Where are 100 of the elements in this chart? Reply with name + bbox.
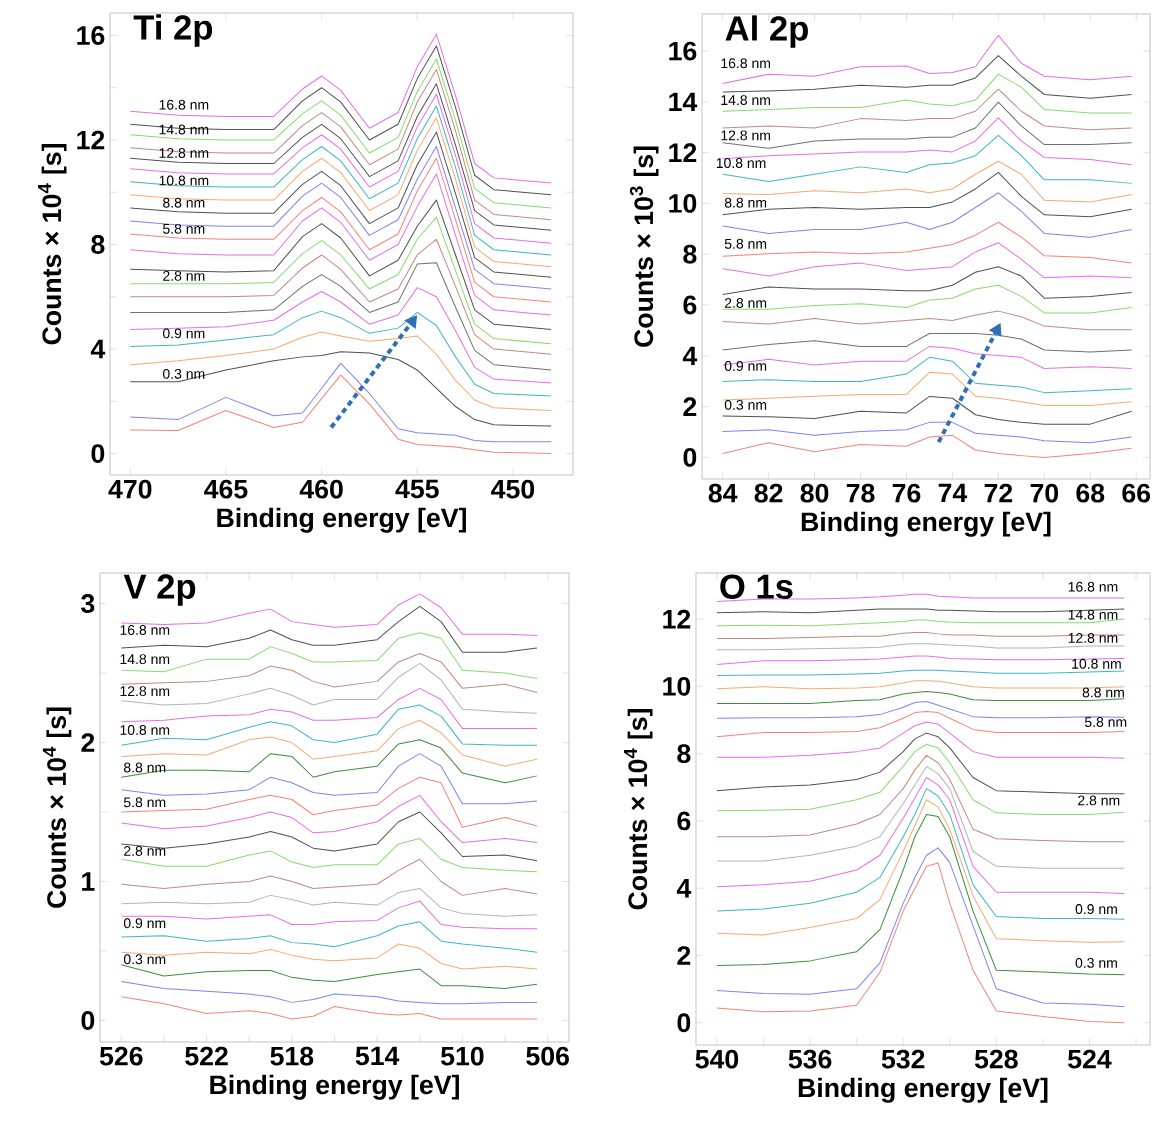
x-tick-label: 66 — [1122, 483, 1151, 503]
x-tick-label: 78 — [846, 483, 875, 503]
annotation: 0.3 nm — [724, 399, 767, 410]
x-tick-label: 522 — [185, 1046, 228, 1066]
x-tick-label: 72 — [984, 483, 1013, 503]
x-tick-label: 540 — [695, 1049, 739, 1069]
annotation: 0.3 nm — [123, 954, 166, 965]
annotation: 0.9 nm — [724, 361, 767, 371]
annotation: 2.8 nm — [124, 845, 166, 856]
annotation: 8.8 nm — [1082, 687, 1124, 698]
line-series — [716, 862, 1125, 1024]
line-series — [722, 310, 1133, 331]
y-tick-label: 8 — [683, 244, 697, 264]
annotation: 0.9 nm — [162, 328, 205, 339]
y-tick-label: 6 — [677, 811, 691, 831]
line-series — [716, 814, 1125, 976]
line-series — [120, 858, 538, 896]
line-series — [129, 199, 552, 330]
line-series — [120, 739, 538, 784]
line-series — [129, 146, 552, 290]
y-tick-label: 8 — [677, 744, 691, 764]
annotation: 12.8 nm — [120, 686, 170, 697]
x-tick-label: 536 — [788, 1049, 832, 1069]
x-tick-label: 528 — [974, 1049, 1018, 1069]
line-series — [129, 157, 552, 303]
y-tick-label: 2 — [683, 397, 697, 416]
y-tick-label: 2 — [81, 733, 95, 752]
annotation: 14.8 nm — [120, 654, 170, 665]
annotation: 16.8 nm — [721, 58, 770, 69]
y-tick-label: 0 — [91, 444, 105, 463]
line-series — [120, 662, 538, 714]
chart-title: Ti 2p — [133, 14, 213, 47]
line-series — [716, 847, 1125, 1008]
annotation: 16.8 nm — [120, 625, 170, 635]
annotation: 2.8 nm — [163, 270, 205, 281]
line-series — [722, 73, 1133, 114]
x-tick-label: 455 — [395, 479, 439, 499]
line-series — [722, 88, 1133, 131]
line-series — [120, 704, 538, 746]
x-tick-label: 506 — [526, 1046, 569, 1066]
line-series — [120, 943, 538, 970]
x-tick-label: 84 — [708, 483, 738, 503]
y-tick-label: 14 — [669, 92, 698, 112]
x-tick-label: 518 — [270, 1046, 314, 1066]
line-series — [716, 732, 1125, 795]
line-series — [722, 421, 1133, 444]
line-series — [722, 221, 1133, 264]
x-tick-label: 532 — [881, 1049, 925, 1069]
annotation: 12.8 nm — [721, 130, 770, 141]
line-series — [120, 837, 538, 873]
annotation: 0.9 nm — [1075, 904, 1117, 915]
annotation: 14.8 nm — [159, 124, 209, 135]
line-series — [129, 287, 552, 384]
y-axis-title: Counts × 10$^{4}$ [s] — [38, 144, 67, 345]
annotation: 16.8 nm — [1068, 581, 1118, 592]
y-axis-title: Counts × 10$^{4}$ [s] — [42, 707, 72, 908]
line-series — [716, 743, 1125, 816]
y-tick-label: 2 — [677, 946, 691, 965]
line-series — [722, 356, 1133, 394]
annotation: 8.8 nm — [724, 197, 767, 208]
line-series — [120, 794, 538, 844]
annotation: 10.8 nm — [1072, 658, 1121, 669]
x-tick-label: 514 — [355, 1046, 400, 1066]
y-tick-label: 12 — [669, 143, 697, 162]
y-tick-label: 10 — [663, 676, 691, 696]
chart-title: Al 2p — [725, 15, 808, 48]
y-tick-label: 3 — [81, 594, 95, 614]
line-series — [716, 643, 1125, 651]
annotation: 14.8 nm — [1068, 609, 1118, 620]
annotation: 5.8 nm — [1084, 717, 1127, 727]
line-series — [722, 395, 1133, 425]
x-tick-label: 465 — [204, 479, 248, 499]
line-series — [722, 345, 1133, 370]
y-tick-label: 10 — [669, 194, 697, 213]
line-series — [120, 981, 538, 1005]
annotation: 12.8 nm — [1068, 632, 1118, 643]
annotation: 10.8 nm — [159, 175, 209, 186]
x-tick-label: 526 — [99, 1046, 143, 1066]
x-axis-title: Binding energy [eV] — [210, 1074, 459, 1100]
annotation: 0.9 nm — [123, 918, 166, 929]
line-series — [120, 964, 538, 989]
y-tick-label: 4 — [90, 339, 106, 359]
annotation: 10.8 nm — [716, 158, 766, 169]
y-tick-label: 0 — [677, 1013, 691, 1033]
x-tick-label: 460 — [299, 479, 343, 499]
line-series — [722, 192, 1133, 238]
annotation: 14.8 nm — [721, 95, 770, 106]
y-tick-label: 0 — [683, 447, 697, 467]
y-tick-label: 12 — [77, 130, 105, 150]
y-axis-title: Counts × 10$^{4}$ [s] — [624, 709, 653, 910]
x-tick-label: 70 — [1030, 483, 1059, 503]
annotation: 8.8 nm — [123, 762, 166, 773]
annotation: 2.8 nm — [1078, 795, 1120, 806]
x-tick-label: 450 — [491, 479, 535, 499]
annotation: 12.8 nm — [159, 148, 209, 159]
x-tick-label: 76 — [892, 483, 921, 503]
line-series — [120, 605, 538, 653]
x-tick-label: 68 — [1076, 483, 1105, 503]
y-tick-label: 4 — [676, 879, 692, 898]
chart-title: O 1s — [720, 574, 793, 599]
